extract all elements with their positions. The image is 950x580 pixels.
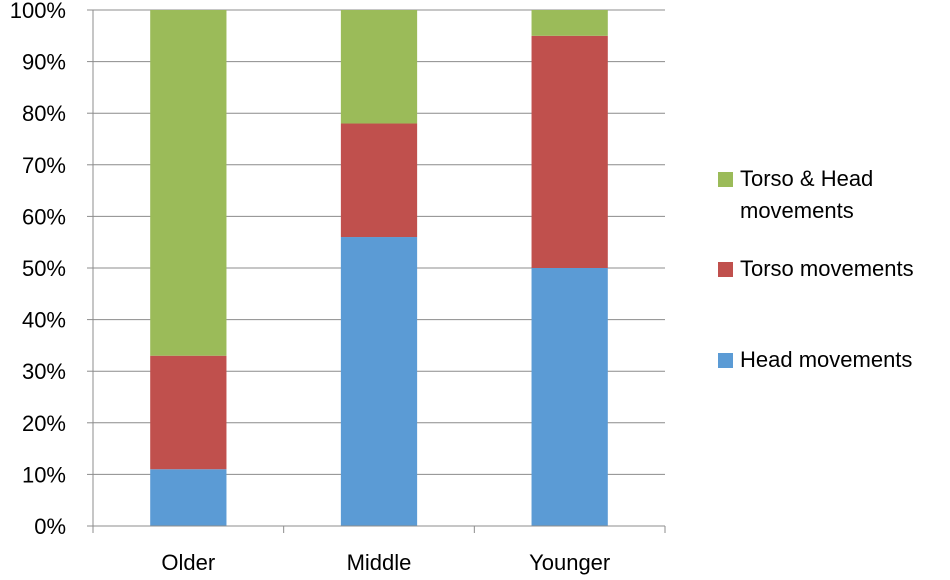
y-tick-label: 40% [22,308,66,333]
y-tick-label: 0% [34,514,66,539]
legend-item: Head movements [718,347,950,376]
y-tick-label: 70% [22,153,66,178]
y-tick-label: 20% [22,411,66,436]
legend-item: Torso & Head movements [718,166,950,227]
bar-younger-torso-head-movements [531,10,608,36]
y-tick-label: 60% [22,204,66,229]
bar-middle-head-movements [340,237,418,527]
legend-label: Torso & Head movements [740,166,874,223]
y-tick-label: 30% [22,359,66,384]
bar-older-head-movements [150,469,227,526]
legend-swatch [718,353,733,368]
legend-label: Head movements [740,347,913,372]
x-category-labels: Older Middle Younger [161,550,610,575]
bar-older-torso-head-movements [150,10,227,356]
legend-swatch [718,172,733,187]
y-tick-label: 50% [22,256,66,281]
bar-younger-torso-movements [531,35,608,268]
legend-swatch [718,262,733,277]
y-tick-label: 100% [10,0,66,23]
legend-item: Torso movements [718,256,950,285]
y-tick-label: 80% [22,101,66,126]
bar-younger-head-movements [531,268,608,526]
axes [87,9,666,533]
bar-middle-torso-movements [340,123,418,238]
x-category-label: Younger [529,550,610,575]
bars [150,10,608,527]
y-tick-label: 10% [22,462,66,487]
bar-middle-torso-head-movements [340,10,418,124]
x-category-label: Older [161,550,215,575]
y-tick-labels: 0% 10% 20% 30% 40% 50% 60% 70% 80% 90% 100% [10,0,66,539]
x-category-label: Middle [347,550,412,575]
bar-older-torso-movements [150,355,227,470]
legend-label: Torso movements [740,256,914,281]
y-tick-label: 90% [22,50,66,75]
